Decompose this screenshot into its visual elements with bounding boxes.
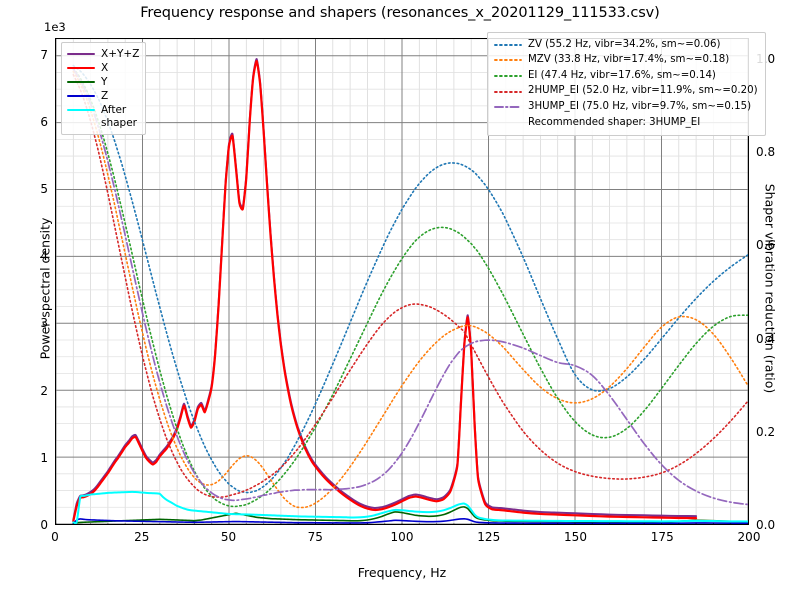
legend-item-ei[interactable]: EI (47.4 Hz, vibr=17.6%, sm~=0.14) (494, 68, 758, 84)
series-after-shaper (73, 492, 748, 523)
legend-item-x[interactable]: X (67, 61, 139, 75)
y-tick-right-0.0: 0.0 (756, 518, 776, 532)
x-axis-label: Frequency, Hz (357, 565, 447, 580)
y-tick-left-2: 2 (40, 383, 48, 398)
legend-shapers[interactable]: ZV (55.2 Hz, vibr=34.2%, sm~=0.06) MZV (3… (487, 32, 766, 136)
plot-svg (56, 39, 748, 524)
series-zv (73, 65, 748, 492)
legend-line-swatch-icon (67, 104, 95, 116)
legend-item-after-shaper[interactable]: After (67, 103, 139, 117)
x-tick-25: 25 (134, 530, 150, 544)
legend-line-swatch-icon (494, 39, 522, 51)
legend-item-z[interactable]: Z (67, 89, 139, 103)
x-tick-200: 200 (737, 530, 761, 544)
legend-item-label: X+Y+Z (101, 47, 140, 60)
y-tick-right-0.8: 0.8 (756, 145, 776, 160)
y-tick-right-0.4: 0.4 (756, 331, 776, 346)
legend-item-3hump-ei[interactable]: 3HUMP_EI (75.0 Hz, vibr=9.7%, sm~=0.15) (494, 99, 758, 115)
x-tick-100: 100 (390, 530, 414, 544)
y-tick-left-5: 5 (40, 182, 48, 197)
legend-line-swatch-icon (67, 76, 95, 88)
legend-item-zv[interactable]: ZV (55.2 Hz, vibr=34.2%, sm~=0.06) (494, 37, 758, 53)
legend-item-label: After (101, 103, 127, 116)
data-series-group (73, 59, 748, 524)
legend-item-2hump-ei[interactable]: 2HUMP_EI (52.0 Hz, vibr=11.9%, sm~=0.20) (494, 84, 758, 100)
legend-item-label: 3HUMP_EI (75.0 Hz, vibr=9.7%, sm~=0.15) (528, 101, 752, 113)
legend-line-swatch-icon (494, 86, 522, 98)
recommended-shaper-text: Recommended shaper: 3HUMP_EI (528, 116, 701, 128)
legend-item-y[interactable]: Y (67, 75, 139, 89)
y-tick-right-0.2: 0.2 (756, 424, 776, 439)
y-tick-left-6: 6 (40, 114, 48, 129)
x-tick-75: 75 (307, 530, 323, 544)
y-tick-left-1: 1 (40, 450, 48, 465)
legend-item-label-cont: shaper (101, 116, 138, 129)
y-tick-left-3: 3 (40, 316, 48, 331)
legend-line-swatch-icon (494, 101, 522, 113)
y-axis-offset-label: 1e3 (44, 20, 66, 34)
y-tick-right-0.6: 0.6 (756, 238, 776, 253)
series-y (73, 507, 748, 524)
legend-item-mzv[interactable]: MZV (33.8 Hz, vibr=17.4%, sm~=0.18) (494, 53, 758, 69)
series-mzv (73, 71, 748, 507)
legend-line-swatch-icon (67, 48, 95, 60)
y-tick-left-7: 7 (40, 47, 48, 62)
legend-line-swatch-icon (494, 54, 522, 66)
legend-item-label: Z (101, 89, 109, 102)
legend-item-label: ZV (55.2 Hz, vibr=34.2%, sm~=0.06) (528, 38, 721, 50)
legend-item-x-y-z[interactable]: X+Y+Z (67, 47, 139, 61)
x-tick-150: 150 (564, 530, 587, 544)
x-tick-175: 175 (650, 530, 674, 544)
x-tick-50: 50 (220, 530, 237, 544)
series-x (73, 61, 696, 521)
chart-title: Frequency response and shapers (resonanc… (140, 5, 660, 21)
series-2hump-ei (73, 75, 748, 497)
y-axis-label-right: Shaper vibration reduction (ratio) (762, 183, 778, 394)
series-ei (73, 68, 748, 506)
series-z (73, 519, 748, 524)
legend-item-label: 2HUMP_EI (52.0 Hz, vibr=11.9%, sm~=0.20) (528, 85, 758, 97)
legend-item-label: MZV (33.8 Hz, vibr=17.4%, sm~=0.18) (528, 54, 730, 66)
y-tick-left-0: 0 (40, 518, 48, 532)
x-tick-0: 0 (51, 530, 59, 544)
legend-line-swatch-icon (67, 90, 95, 102)
y-tick-left-4: 4 (40, 249, 48, 264)
legend-line-swatch-icon (494, 70, 522, 82)
legend-item-label: EI (47.4 Hz, vibr=17.6%, sm~=0.14) (528, 69, 716, 81)
legend-item-label: X (101, 61, 109, 74)
legend-item-label: Y (101, 75, 108, 88)
series-3hump-ei (73, 69, 748, 504)
x-tick-125: 125 (477, 530, 501, 544)
legend-signals[interactable]: X+Y+Z X Y Z After shaper (61, 42, 147, 135)
legend-line-swatch-icon (67, 62, 95, 74)
y-axis-label-left: Power spectral density (37, 217, 53, 360)
